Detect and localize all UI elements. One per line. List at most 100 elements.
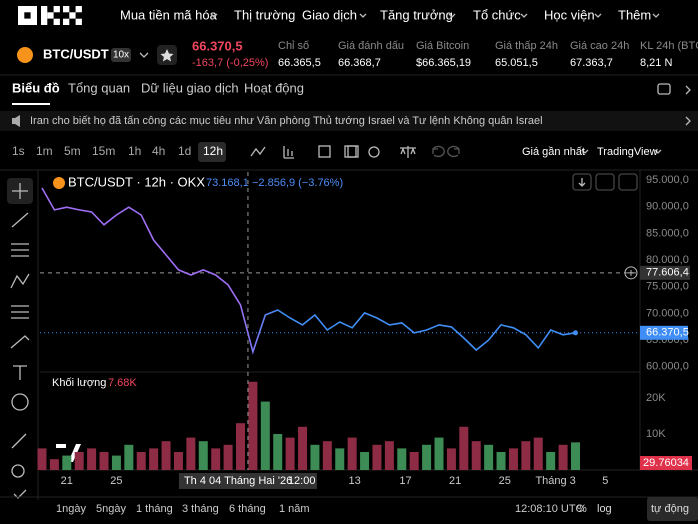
pattern-tool[interactable] [10,273,30,289]
price-mode[interactable]: Giá gần nhất [522,146,585,158]
pane-button[interactable] [618,173,638,191]
pane-button[interactable] [595,173,615,191]
volume-bar [273,433,283,470]
tab[interactable]: Biểu đồ [12,80,60,95]
volume-last: 7.68K [108,377,137,389]
volume-bar [322,441,332,470]
nav-item[interactable]: Thêm [618,7,651,22]
volume-bar [74,451,84,470]
nav-item[interactable]: Thị trường [234,7,295,22]
line-type[interactable] [250,146,266,157]
tab[interactable]: Hoạt động [244,80,304,95]
compare[interactable] [400,146,416,158]
magnet-tool[interactable] [13,489,27,499]
volume-bar [335,448,345,470]
logo[interactable] [18,6,82,25]
volume-tick-label: 20K [646,392,666,404]
y-tick-label: 90.000,0 [646,201,689,213]
interval[interactable]: 4h [152,144,165,158]
range-button[interactable]: 1 tháng [136,503,173,515]
tool[interactable] [318,145,331,158]
stat-label: Giá thấp 24h [495,40,558,52]
text-tool[interactable] [13,365,27,380]
stats: Chỉ số 66.365,5 Giá đánh dấu 66.368,7 Giá Bi… [278,40,698,69]
tool[interactable] [347,145,359,158]
interval[interactable]: 1h [128,144,141,158]
nav-chevron [359,13,367,18]
nav-item[interactable]: Giao dịch [302,7,357,22]
last-point [572,330,578,336]
leverage: 10x [113,50,129,61]
redo[interactable] [447,145,460,158]
nav-chevron [652,13,660,18]
range-button[interactable]: 1ngày [56,503,86,515]
volume-bar [446,448,456,470]
interval[interactable]: 1m [36,144,53,158]
scale-button[interactable]: tự động [651,503,689,515]
stat-value: 67.363,7 [570,57,613,69]
volume-bar [37,448,47,470]
interval[interactable]: 1d [178,144,191,158]
crosshair-x-box [178,473,317,489]
volume-bar [223,444,233,470]
symbol[interactable]: BTC/USDT [43,46,109,61]
interval[interactable]: 12h [203,144,223,158]
news-arrow[interactable] [685,116,691,126]
trend-tool[interactable] [11,212,29,228]
volume-tick-label: 10K [646,428,666,440]
interval[interactable]: 1s [12,144,25,158]
collapse-icon[interactable] [685,85,691,95]
interval[interactable]: 5m [64,144,81,158]
news[interactable]: Iran cho biết họ đã tấn công các mục tiê… [30,115,543,127]
scale-button[interactable]: % [577,503,587,515]
nav-item[interactable]: Học viện [544,7,595,22]
coin-icon [17,47,33,63]
y-tick-label: 70.000,0 [646,307,689,319]
price: 66.370,5 [192,38,243,53]
x-tick-label: 13 [349,475,361,487]
stat-label: Giá cao 24h [570,40,629,52]
brush-tool[interactable] [10,335,30,349]
volume-bar [186,437,196,470]
scale-button[interactable]: log [597,503,612,515]
legend-change: −2.856,9 (−3.76%) [252,177,343,189]
chart-lib[interactable]: TradingView [597,146,658,158]
pane-button[interactable] [572,173,592,191]
fib-tool[interactable] [11,243,29,257]
volume-bar [49,459,59,470]
volume-bar [397,448,407,470]
range-button[interactable]: 6 tháng [229,503,266,515]
interval[interactable]: 15m [92,144,115,158]
crosshair-x-time: 12:00 [288,475,316,487]
crosshair-y-box [640,265,690,280]
y-tick-label: 80.000,0 [646,254,689,266]
legend-close: 73.168,1 [206,177,249,189]
zoom-tool[interactable] [11,464,25,478]
tab[interactable]: Tổng quan [68,80,130,95]
volume-bar [558,444,568,470]
price-mode-menu[interactable] [581,149,589,154]
ruler-tool[interactable] [11,433,27,449]
volume-bar [372,444,382,470]
indicators[interactable] [283,146,294,159]
symbol-menu[interactable] [139,52,149,58]
layout-icon[interactable] [657,83,671,95]
projection-tool[interactable] [11,305,29,319]
x-tick-label: 5 [602,475,608,487]
crosshair-tool[interactable] [12,183,28,199]
nav-item[interactable]: Tăng trưởng [380,7,453,22]
lib-menu[interactable] [654,149,662,154]
range-button[interactable]: 1 năm [279,503,310,515]
settings[interactable] [368,146,380,158]
nav-item[interactable]: Tổ chức [473,7,521,22]
emoji-tool[interactable] [11,393,29,411]
add-alert[interactable] [624,266,638,280]
volume-bar [570,442,580,470]
range-button[interactable]: 5ngày [96,503,126,515]
last-price-box [640,325,688,340]
tab[interactable]: Dữ liệu giao dịch [141,80,239,95]
stat-value: 8,21 N [640,57,672,69]
nav-item[interactable]: Mua tiền mã hóa [120,7,218,22]
undo[interactable] [432,145,445,158]
range-button[interactable]: 3 tháng [182,503,219,515]
